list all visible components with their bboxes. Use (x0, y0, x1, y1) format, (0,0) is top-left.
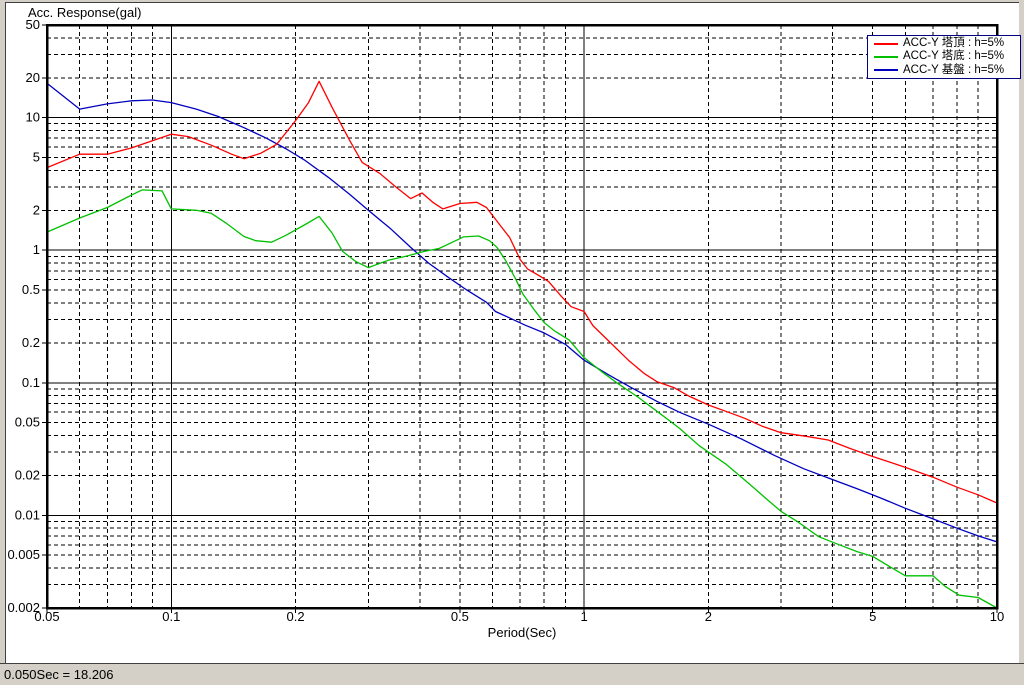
x-tick-label: 0.2 (287, 609, 305, 624)
chart-legend: ACC-Y 塔頂 : h=5% ACC-Y 塔底 : h=5% ACC-Y 基盤 :… (867, 35, 1021, 79)
y-tick-label: 0.5 (22, 282, 40, 297)
legend-entry: ACC-Y 塔頂 : h=5% (868, 37, 1020, 50)
plot-border (45, 23, 999, 610)
y-tick-label: 50 (26, 17, 40, 32)
y-tick-label: 1 (33, 242, 40, 257)
y-tick-label: 5 (33, 150, 40, 165)
x-tick-label: 2 (705, 609, 712, 624)
y-tick-label: 0.005 (7, 547, 40, 562)
x-tick-label: 1 (581, 609, 588, 624)
x-tick-label: 5 (869, 609, 876, 624)
y-axis-title: Acc. Response(gal) (28, 5, 142, 20)
y-tick-label: 0.2 (22, 335, 40, 350)
legend-entry: ACC-Y 塔底 : h=5% (868, 50, 1020, 63)
legend-label: ACC-Y 基盤 : h=5% (903, 63, 1005, 76)
series-line-0 (46, 80, 998, 504)
x-tick-label: 0.5 (451, 609, 469, 624)
y-tick-label: 0.02 (15, 467, 40, 482)
series-line-2 (46, 82, 998, 543)
legend-label: ACC-Y 塔頂 : h=5% (903, 37, 1005, 50)
y-tick-label: 0.01 (15, 507, 40, 522)
x-tick-label: 0.05 (34, 609, 59, 624)
x-axis-title: Period(Sec) (487, 625, 557, 640)
legend-line-swatch (874, 42, 898, 45)
legend-line-swatch (874, 69, 898, 72)
series-line-1 (46, 189, 998, 609)
x-tick-label: 10 (990, 609, 1004, 624)
y-tick-label: 0.05 (15, 415, 40, 430)
legend-label: ACC-Y 塔底 : h=5% (903, 50, 1005, 63)
x-tick-label: 0.1 (162, 609, 180, 624)
y-tick-label: 10 (26, 110, 40, 125)
status-bar: 0.050Sec = 18.206 (0, 663, 1024, 685)
chart-client-area (5, 2, 1019, 663)
status-readout: 0.050Sec = 18.206 (4, 667, 114, 682)
legend-entry: ACC-Y 基盤 : h=5% (868, 64, 1020, 77)
y-tick-label: 0.002 (7, 600, 40, 615)
y-tick-label: 0.1 (22, 375, 40, 390)
legend-line-swatch (874, 55, 898, 58)
y-tick-label: 2 (33, 202, 40, 217)
y-tick-label: 20 (26, 70, 40, 85)
